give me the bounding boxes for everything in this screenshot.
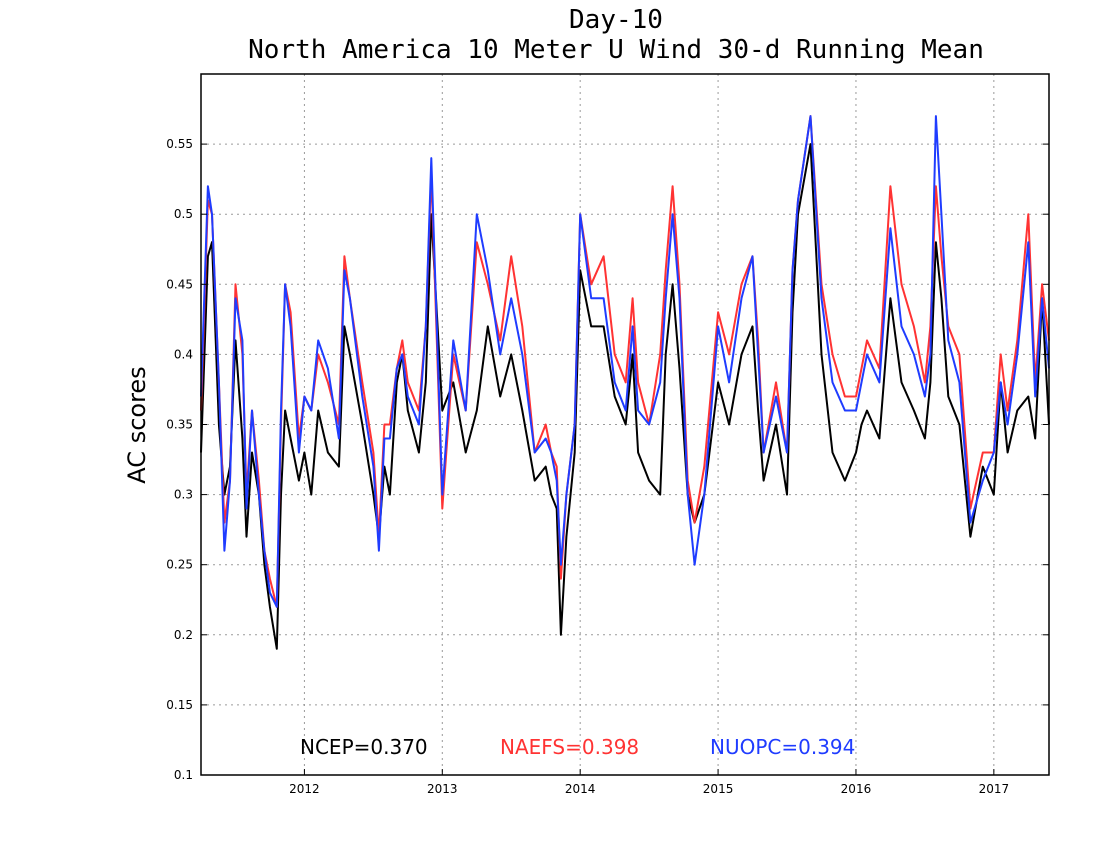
x-tick-label: 2016 (841, 782, 872, 796)
series-line-ncep (200, 143, 1050, 650)
series-line-nuopc (200, 115, 1050, 608)
y-tick-label: 0.2 (174, 628, 193, 642)
y-tick-label: 0.5 (174, 207, 193, 221)
annotation-layer: NCEP=0.370 NAEFS=0.398 NUOPC=0.394 (300, 735, 855, 759)
y-tick-label: 0.15 (166, 698, 193, 712)
score-label-ncep: NCEP=0.370 (300, 735, 428, 759)
x-tick-label: 2015 (703, 782, 734, 796)
chart-title: Day-10 (569, 5, 663, 35)
tick-layer: 0.1 0.15 0.2 0.25 0.3 0.35 0.4 0.45 0.5 0.55 2012 2… (166, 137, 1049, 796)
score-label-nuopc: NUOPC=0.394 (710, 735, 855, 759)
y-tick-label: 0.3 (174, 488, 193, 502)
chart-subtitle: North America 10 Meter U Wind 30-d Runni… (248, 35, 984, 65)
y-tick-label: 0.25 (166, 558, 193, 572)
y-tick-label: 0.55 (166, 137, 193, 151)
y-tick-label: 0.45 (166, 277, 193, 291)
series-line-naefs (200, 115, 1050, 608)
x-tick-label: 2012 (289, 782, 320, 796)
y-axis-label: AC scores (123, 366, 151, 483)
score-label-naefs: NAEFS=0.398 (500, 735, 639, 759)
x-tick-label: 2013 (427, 782, 458, 796)
y-tick-label: 0.1 (174, 768, 193, 782)
series-layer (200, 115, 1050, 650)
x-tick-label: 2017 (979, 782, 1010, 796)
x-tick-label: 2014 (565, 782, 596, 796)
y-tick-label: 0.35 (166, 418, 193, 432)
y-tick-label: 0.4 (174, 347, 193, 361)
